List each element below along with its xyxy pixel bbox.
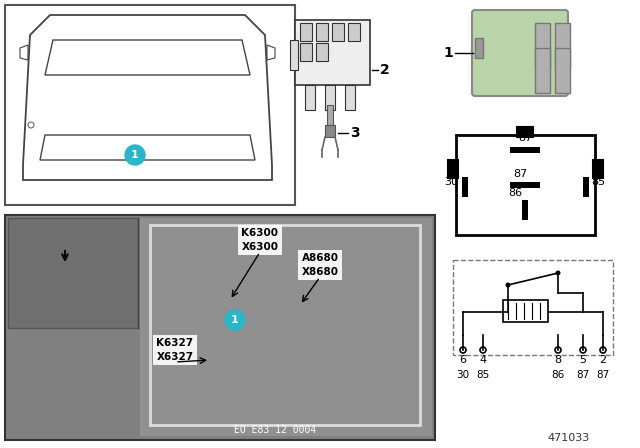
Text: 86: 86 (552, 370, 564, 380)
Text: 2: 2 (600, 355, 607, 365)
Text: A8680
X8680: A8680 X8680 (301, 254, 339, 276)
Bar (150, 225, 420, 425)
Text: 87: 87 (577, 370, 589, 380)
Circle shape (555, 347, 561, 353)
Text: 4: 4 (479, 355, 486, 365)
Bar (593, 160, 603, 178)
Text: 85: 85 (591, 177, 605, 187)
Bar (456, 135, 595, 235)
Circle shape (125, 145, 145, 165)
Text: EO E83 12 0004: EO E83 12 0004 (234, 425, 316, 435)
Bar (475, 38, 483, 58)
Bar (535, 48, 550, 93)
Text: K6300
X6300: K6300 X6300 (241, 228, 278, 252)
Bar (510, 147, 540, 153)
Bar (295, 20, 370, 85)
Bar (316, 43, 328, 61)
Bar (348, 23, 360, 41)
Bar (448, 160, 458, 178)
Circle shape (480, 347, 486, 353)
Circle shape (506, 283, 511, 288)
Bar (5, 5, 295, 205)
Bar (325, 85, 335, 110)
Bar (290, 40, 298, 70)
Bar (325, 125, 335, 137)
Text: 471033: 471033 (548, 433, 590, 443)
Bar (583, 177, 589, 197)
Text: 30: 30 (444, 177, 458, 187)
Text: 8: 8 (554, 355, 561, 365)
Bar (300, 43, 312, 61)
Circle shape (556, 271, 561, 276)
Circle shape (225, 310, 245, 330)
Text: 6: 6 (460, 355, 467, 365)
Text: 5: 5 (579, 355, 586, 365)
Text: 87: 87 (518, 133, 532, 143)
Text: 87: 87 (596, 370, 610, 380)
Bar (453, 260, 613, 355)
Bar (462, 177, 468, 197)
Bar (510, 182, 540, 188)
Circle shape (460, 347, 466, 353)
Bar (517, 127, 533, 137)
Bar (535, 23, 550, 68)
Bar (345, 85, 355, 110)
Text: 30: 30 (456, 370, 470, 380)
Text: 2: 2 (380, 63, 390, 77)
Text: 1: 1 (444, 46, 453, 60)
Bar (555, 23, 570, 68)
Bar (327, 105, 333, 125)
Bar (8, 218, 138, 328)
Text: 85: 85 (476, 370, 490, 380)
Bar (140, 218, 432, 436)
Bar (522, 200, 528, 220)
Text: K6327
X6327: K6327 X6327 (156, 338, 193, 362)
Text: 87: 87 (513, 169, 527, 179)
Text: 86: 86 (508, 188, 522, 198)
Bar (503, 300, 548, 322)
Bar (316, 23, 328, 41)
Bar (300, 23, 312, 41)
Circle shape (600, 347, 606, 353)
Bar (5, 215, 435, 440)
Bar (555, 48, 570, 93)
Bar (332, 23, 344, 41)
Text: 1: 1 (231, 315, 239, 325)
FancyBboxPatch shape (472, 10, 568, 96)
Bar (305, 85, 315, 110)
Circle shape (580, 347, 586, 353)
Text: 1: 1 (131, 150, 139, 160)
Text: 3: 3 (350, 126, 360, 140)
